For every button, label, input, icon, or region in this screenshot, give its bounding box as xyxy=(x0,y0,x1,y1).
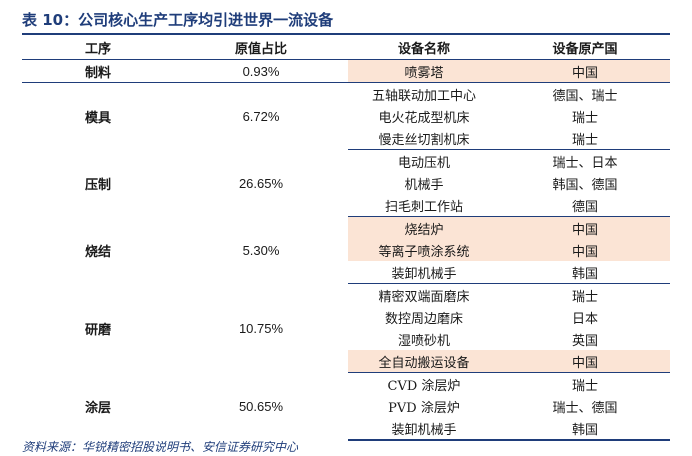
process-cell: 涂层 xyxy=(84,400,111,416)
equipment-cell: 五轴联动加工中心 xyxy=(371,88,476,104)
equipment-cell: CVD 涂层炉 xyxy=(387,378,461,394)
table-row: 全自动搬运设备 中国 xyxy=(22,350,670,373)
origin-cell: 瑞士、德国 xyxy=(552,400,618,416)
origin-cell: 韩国 xyxy=(500,417,670,441)
process-cell: 模具 xyxy=(84,110,111,126)
table-row: 烧结 5.30% 烧结炉 中国 xyxy=(22,216,670,260)
origin-cell: 中国 xyxy=(500,59,670,83)
process-cell: 研磨 xyxy=(84,322,111,338)
equipment-cell: 电动压机 xyxy=(397,155,450,171)
origin-cell: 日本 xyxy=(571,311,598,327)
share-cell: 0.93% xyxy=(174,59,348,83)
process-cell: 压制 xyxy=(84,177,111,193)
process-cell: 烧结 xyxy=(84,244,111,260)
equipment-cell: PVD 涂层炉 xyxy=(388,400,460,416)
origin-cell: 中国 xyxy=(500,350,670,373)
origin-cell: 韩国 xyxy=(500,261,670,284)
table-row: 扫毛刺工作站 德国 xyxy=(22,194,670,217)
header-row: 工序 原值占比 设备名称 设备原产国 xyxy=(22,35,670,60)
table-row: 装卸机械手 韩国 xyxy=(22,417,670,441)
table-row: 机械手 韩国、德国 xyxy=(22,172,670,194)
header-process: 工序 xyxy=(22,35,174,60)
table-row: 装卸机械手 韩国 xyxy=(22,261,670,284)
origin-cell: 瑞士、日本 xyxy=(552,155,618,171)
equipment-cell: 全自动搬运设备 xyxy=(348,350,500,373)
origin-cell: 中国 xyxy=(500,216,670,239)
table-row: 研磨 10.75% 精密双端面磨床 瑞士 xyxy=(22,284,670,338)
header-share: 原值占比 xyxy=(174,35,348,60)
origin-cell: 中国 xyxy=(500,239,670,261)
header-origin: 设备原产国 xyxy=(500,35,670,60)
share-cell: 10.75% xyxy=(238,320,284,336)
share-cell: 6.72% xyxy=(242,108,280,124)
share-cell: 5.30% xyxy=(242,242,280,258)
origin-cell: 德国、瑞士 xyxy=(552,88,618,104)
origin-cell: 瑞士 xyxy=(571,378,598,394)
equipment-cell: 慢走丝切割机床 xyxy=(348,127,500,150)
table-row: 电火花成型机床 瑞士 xyxy=(22,105,670,127)
header-equipment: 设备名称 xyxy=(348,35,500,60)
table-row: 慢走丝切割机床 瑞士 xyxy=(22,127,670,150)
equipment-cell: 装卸机械手 xyxy=(348,417,500,441)
table-row: 制料 0.93% 喷雾塔 中国 xyxy=(22,59,670,83)
equipment-cell: 烧结炉 xyxy=(348,216,500,239)
table-title: 表 10：公司核心生产工序均引进世界一流设备 xyxy=(22,11,334,29)
table-row: 压制 26.65% 电动压机 瑞士、日本 xyxy=(22,150,670,193)
table-row: 涂层 50.65% CVD 涂层炉 瑞士 xyxy=(22,373,670,416)
origin-cell: 英国 xyxy=(571,333,598,349)
table-row: PVD 涂层炉 瑞士、德国 xyxy=(22,395,670,417)
process-cell: 制料 xyxy=(22,59,174,83)
equipment-cell: 装卸机械手 xyxy=(348,261,500,284)
share-cell: 50.65% xyxy=(238,398,284,414)
origin-cell: 韩国、德国 xyxy=(552,177,618,193)
table-row: 等离子喷涂系统 中国 xyxy=(22,239,670,261)
source-note: 资料来源：华锐精密招股说明书、安信证券研究中心 xyxy=(22,440,299,454)
equipment-cell: 湿喷砂机 xyxy=(397,333,450,349)
equipment-table: 工序 原值占比 设备名称 设备原产国 制料 0.93% 喷雾塔 中国 模具 6.72% 五轴… xyxy=(22,35,670,441)
table-row: 数控周边磨床 日本 xyxy=(22,306,670,328)
equipment-cell: 等离子喷涂系统 xyxy=(348,239,500,261)
title-rule xyxy=(22,33,670,35)
origin-cell: 瑞士 xyxy=(571,110,598,126)
origin-cell: 瑞士 xyxy=(500,127,670,150)
equipment-cell: 扫毛刺工作站 xyxy=(348,194,500,217)
origin-cell: 瑞士 xyxy=(571,289,598,305)
equipment-cell: 数控周边磨床 xyxy=(384,311,463,327)
equipment-cell: 电火花成型机床 xyxy=(378,110,470,126)
equipment-cell: 机械手 xyxy=(404,177,444,193)
table-row: 模具 6.72% 五轴联动加工中心 德国、瑞士 xyxy=(22,83,670,126)
origin-cell: 德国 xyxy=(500,194,670,217)
equipment-cell: 喷雾塔 xyxy=(348,59,500,83)
table-row: 湿喷砂机 英国 xyxy=(22,328,670,350)
share-cell: 26.65% xyxy=(238,175,284,191)
equipment-cell: 精密双端面磨床 xyxy=(378,289,470,305)
